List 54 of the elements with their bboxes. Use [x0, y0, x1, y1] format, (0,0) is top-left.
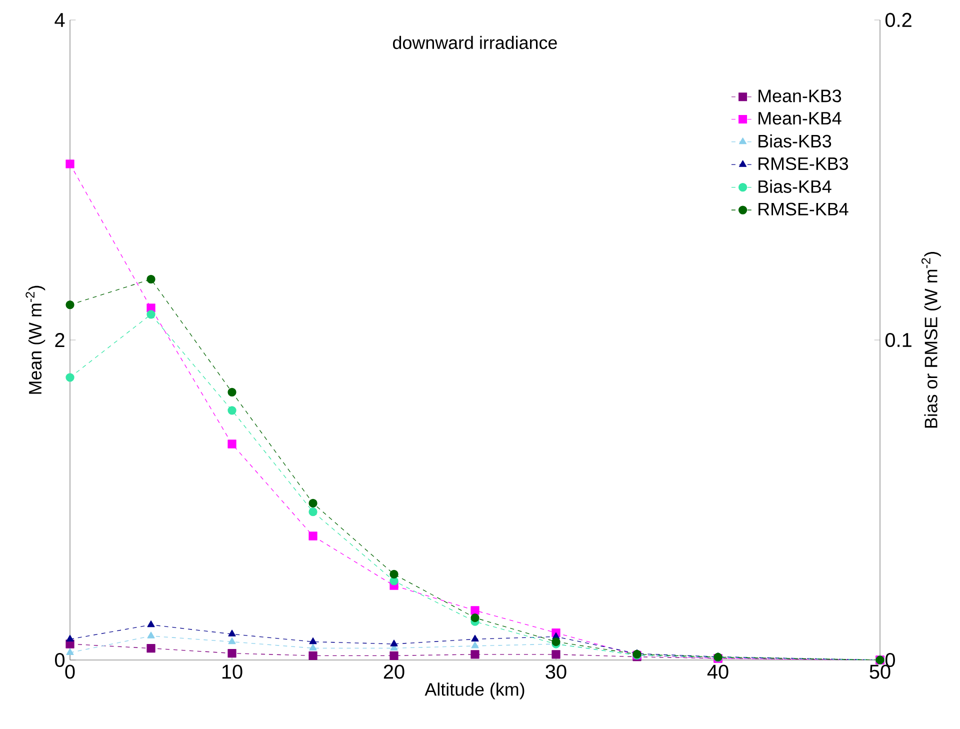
point — [66, 160, 74, 168]
y-tick-label: 2 — [55, 333, 64, 347]
legend-label: Mean-KB3 — [758, 90, 842, 102]
point — [471, 642, 479, 648]
x-tick-label: 20 — [384, 664, 404, 679]
legend-label: Bias-KB4 — [758, 180, 832, 193]
point — [470, 613, 480, 622]
point — [146, 274, 156, 284]
y-tick-label: 4 — [54, 13, 65, 27]
point — [309, 644, 317, 650]
point — [66, 373, 74, 382]
point — [308, 498, 318, 508]
point — [228, 388, 236, 396]
point — [390, 570, 398, 579]
point — [228, 637, 236, 644]
legend-label: RMSE-KB3 — [758, 157, 848, 170]
point — [470, 650, 480, 659]
point — [390, 640, 398, 646]
legend-label: RMSE-KB4 — [758, 202, 848, 216]
point — [228, 630, 236, 636]
point — [228, 440, 236, 448]
x-tick-label: 40 — [707, 664, 728, 679]
y-axis-title: Mean (W m$^{-2}$) — [26, 286, 46, 394]
x-tick-label: 30 — [546, 664, 566, 679]
y2-tick-label: 0 — [885, 652, 895, 668]
text: downward irradiance — [393, 36, 557, 50]
point — [308, 651, 318, 660]
point — [147, 620, 155, 628]
point — [552, 637, 560, 646]
point — [147, 632, 155, 638]
point — [390, 651, 398, 660]
point — [146, 310, 156, 319]
point — [228, 406, 236, 415]
point — [228, 648, 236, 658]
point — [66, 648, 74, 655]
y2-tick-label: 0.2 — [885, 12, 912, 28]
y-tick-label: 0 — [54, 652, 65, 668]
point — [309, 637, 317, 644]
x-axis-title: Altitude (km) — [424, 682, 524, 700]
point — [308, 508, 318, 516]
point — [146, 644, 156, 653]
legend-label: Bias-KB3 — [758, 134, 832, 148]
x-tick-label: 50 — [870, 664, 890, 679]
x-tick-label: 10 — [222, 664, 242, 679]
point — [552, 650, 560, 659]
point — [470, 606, 480, 615]
point — [308, 532, 318, 540]
y2-axis-title: Bias or RMSE (W m$^{-2}$) — [922, 252, 941, 428]
point — [471, 634, 479, 642]
x-tick-label: 0 — [65, 664, 75, 679]
legend-label: Mean-KB4 — [758, 112, 842, 125]
point — [66, 634, 74, 642]
y2-tick-label: 0.1 — [885, 332, 912, 348]
point — [66, 300, 74, 310]
